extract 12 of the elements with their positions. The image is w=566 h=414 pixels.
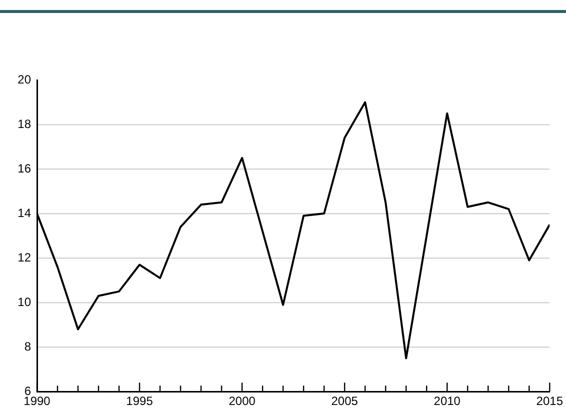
y-tick-label: 18: [18, 116, 32, 131]
x-tick-label: 1995: [126, 394, 154, 408]
y-tick-label: 10: [18, 294, 32, 309]
x-tick-label: 2005: [331, 394, 358, 408]
y-tick-label: 20: [18, 72, 32, 86]
y-tick-label: 12: [18, 250, 32, 264]
y-tick-label: 16: [18, 161, 32, 176]
x-tick-label: 2015: [536, 394, 564, 408]
y-tick-label: 8: [24, 339, 32, 354]
y-tick-label: 14: [18, 206, 32, 220]
x-tick-label: 2010: [434, 394, 461, 408]
x-tick-label: 2000: [228, 394, 256, 408]
